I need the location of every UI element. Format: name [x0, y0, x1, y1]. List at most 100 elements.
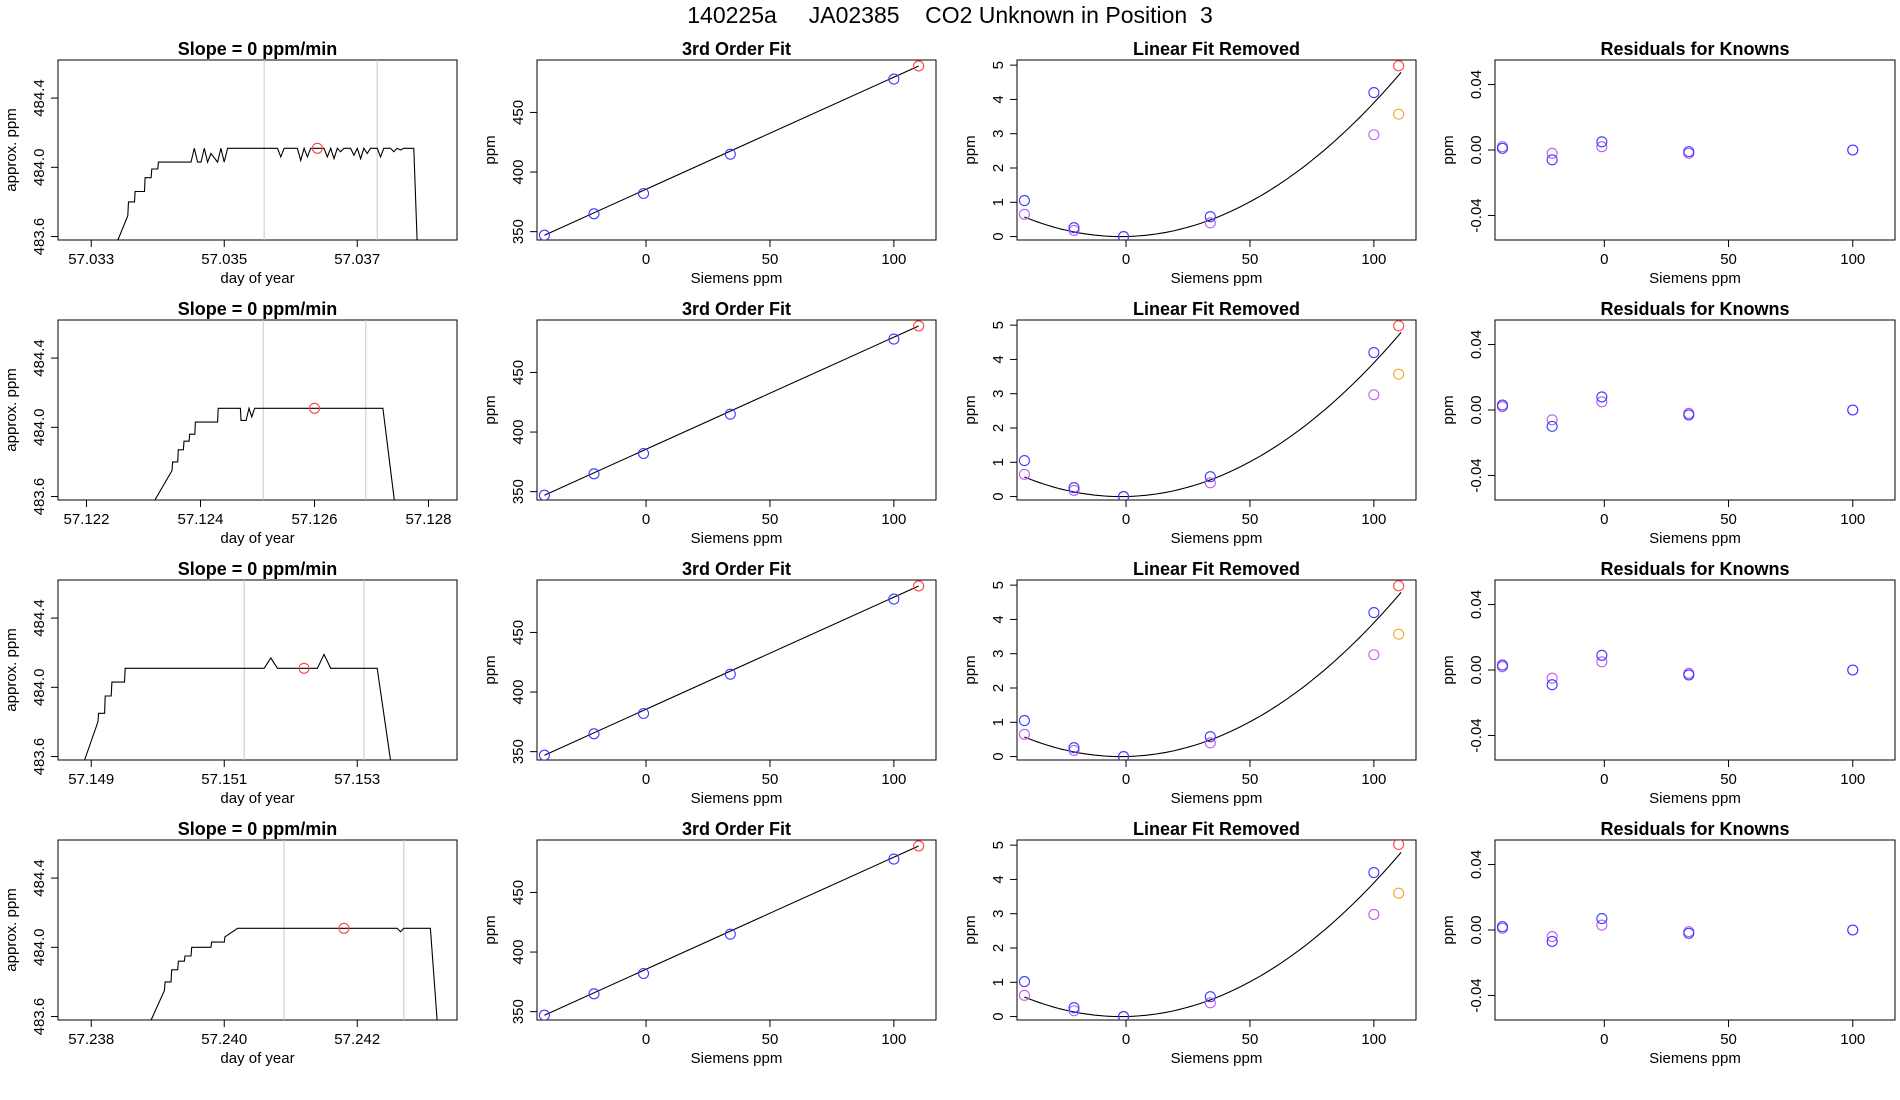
unknown-point — [1393, 320, 1405, 332]
purple-point — [1204, 217, 1216, 229]
x-tick-label: 0 — [642, 511, 650, 528]
y-tick-label: 484.0 — [31, 149, 48, 187]
blue-residual-point — [1596, 136, 1608, 148]
panel-r3-c3: Linear Fit Removed 0 50 100 0 1 2 3 4 5 Siemens pp… — [962, 559, 1417, 807]
y-tick-label: 5 — [990, 61, 1007, 69]
blue-residual-point — [1546, 154, 1558, 166]
standard-point — [724, 928, 736, 940]
purple-point — [1018, 208, 1030, 220]
standard-point — [724, 148, 736, 160]
plot-area — [1496, 391, 1859, 432]
plot-frame — [536, 579, 937, 761]
standard-point — [588, 468, 600, 480]
orange-point — [1393, 628, 1405, 640]
y-tick-label: 483.6 — [31, 998, 48, 1036]
y-tick-label: 1 — [990, 718, 1007, 726]
y-axis-label: approx. ppm — [3, 888, 20, 971]
y-tick-label: -0.04 — [1468, 198, 1485, 232]
plot-area — [538, 840, 925, 1020]
y-tick-label: 400 — [510, 420, 527, 445]
y-tick-label: 0.00 — [1468, 655, 1485, 684]
panel-title: Residuals for Knowns — [1600, 39, 1789, 59]
plot-area — [1496, 912, 1859, 948]
unknown-point — [913, 840, 925, 852]
panel-r1-c3: Linear Fit Removed 0 50 100 0 1 2 3 4 5 Siemens pp… — [962, 39, 1417, 287]
y-tick-label: 484.0 — [31, 929, 48, 967]
fit-curve — [544, 845, 919, 1016]
y-axis-label: ppm — [1440, 915, 1457, 944]
y-axis-label: ppm — [482, 915, 499, 944]
plot-frame — [1016, 839, 1417, 1021]
blue-point — [1118, 491, 1130, 500]
x-tick-label: 0 — [642, 771, 650, 788]
x-axis-label: day of year — [220, 270, 294, 287]
standard-point — [888, 333, 900, 345]
blue-residual-point — [1496, 659, 1509, 671]
signal-trace — [154, 406, 395, 500]
purple-point — [1018, 728, 1030, 740]
purple-point — [1068, 224, 1080, 236]
x-tick-label: 57.149 — [68, 771, 114, 788]
blue-point — [1018, 976, 1030, 988]
panel-r1-c1: Slope = 0 ppm/min 57.033 57.035 57.037 483.6… — [3, 39, 458, 287]
y-tick-label: 450 — [510, 100, 527, 125]
standard-point — [638, 967, 650, 980]
panel-r2-c3: Linear Fit Removed 0 50 100 0 1 2 3 4 5 Siemens pp… — [962, 299, 1417, 547]
standard-point — [724, 408, 736, 420]
x-tick-label: 0 — [1122, 511, 1130, 528]
x-axis-label: Siemens ppm — [1649, 270, 1741, 287]
standard-point — [888, 73, 900, 85]
x-tick-label: 57.035 — [201, 251, 247, 268]
y-tick-label: 484.4 — [31, 339, 48, 377]
panel-r3-c4: Residuals for Knowns 0 50 100 -0.04 0.00 0.04 S… — [1440, 559, 1896, 807]
x-tick-label: 0 — [1600, 771, 1608, 788]
panel-title: 3rd Order Fit — [682, 39, 791, 59]
x-axis-label: Siemens ppm — [1171, 270, 1263, 287]
y-tick-label: 3 — [990, 650, 1007, 658]
blue-residual-point — [1596, 391, 1608, 403]
x-tick-label: 57.153 — [334, 771, 380, 788]
blue-residual-point — [1496, 921, 1509, 933]
purple-residual-point — [1546, 414, 1558, 426]
y-axis-label: ppm — [1440, 135, 1457, 164]
y-tick-label: 4 — [990, 615, 1007, 623]
panel-r3-c2: 3rd Order Fit 0 50 100 350 400 450 Siemens ppm p… — [482, 559, 937, 807]
x-tick-label: 50 — [1720, 1031, 1737, 1048]
standard-point — [638, 707, 650, 720]
panel-r1-c2: 3rd Order Fit 0 50 100 350 400 450 Siemens ppm p… — [482, 39, 937, 287]
blue-point — [1368, 87, 1380, 99]
x-axis-label: Siemens ppm — [1649, 790, 1741, 807]
blue-point — [1368, 347, 1380, 359]
signal-trace — [84, 653, 392, 760]
blue-point — [1118, 231, 1130, 240]
y-tick-label: -0.04 — [1468, 718, 1485, 752]
standard-point — [888, 593, 900, 605]
orange-point — [1393, 108, 1405, 120]
blue-residual-point — [1847, 664, 1859, 676]
x-axis-label: Siemens ppm — [691, 790, 783, 807]
panel-title: Slope = 0 ppm/min — [178, 559, 338, 579]
plot-area — [538, 320, 925, 500]
purple-residual-point — [1546, 147, 1558, 159]
y-tick-label: 484.0 — [31, 409, 48, 447]
x-tick-label: 57.124 — [178, 511, 224, 528]
unknown-point — [1393, 580, 1405, 592]
x-tick-label: 57.151 — [201, 771, 247, 788]
panel-title: 3rd Order Fit — [682, 299, 791, 319]
blue-point — [1018, 195, 1030, 207]
x-tick-label: 57.240 — [201, 1031, 247, 1048]
fit-curve — [544, 65, 919, 236]
x-tick-label: 100 — [1361, 1031, 1386, 1048]
fit-curve — [544, 325, 919, 496]
y-tick-label: 484.0 — [31, 669, 48, 707]
x-axis-label: Siemens ppm — [1171, 530, 1263, 547]
y-axis-label: ppm — [482, 395, 499, 424]
x-tick-label: 100 — [881, 1031, 906, 1048]
blue-residual-point — [1596, 649, 1608, 661]
y-tick-label: 0.00 — [1468, 395, 1485, 424]
blue-point — [1068, 742, 1080, 754]
blue-point — [1368, 607, 1380, 619]
y-tick-label: 0.04 — [1468, 850, 1485, 879]
y-tick-label: -0.04 — [1468, 978, 1485, 1012]
orange-point — [1393, 368, 1405, 380]
